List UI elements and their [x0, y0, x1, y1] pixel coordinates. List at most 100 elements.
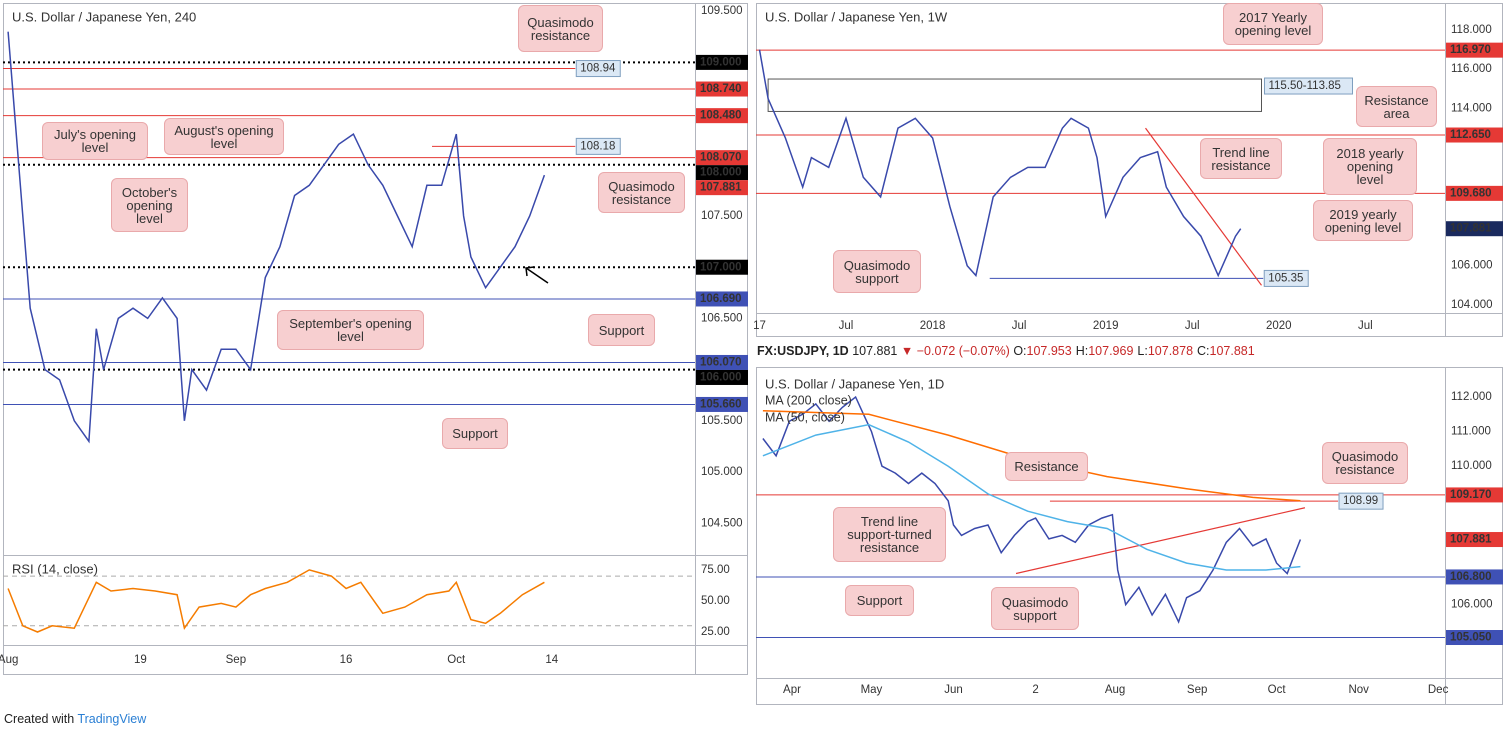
y-tick-label: 114.000 — [1451, 103, 1492, 115]
price-tag-label: 109.000 — [700, 56, 742, 68]
footer: Created with TradingView — [4, 712, 146, 726]
price-tag-label: 106.800 — [1450, 571, 1492, 583]
brand: TradingView — [77, 712, 147, 726]
zone-label-box — [1263, 77, 1353, 95]
legend-entry: MA (50, close) — [765, 410, 845, 424]
x-tick-label: 17 — [753, 320, 766, 332]
price-tag-label: 105.660 — [700, 398, 742, 410]
price-tag — [1446, 221, 1503, 237]
y-tick-label: 105.500 — [701, 415, 743, 427]
x-tick-label: 2018 — [920, 320, 946, 332]
callout: July's opening level — [42, 122, 148, 160]
pointer-arrow — [525, 266, 549, 284]
y-tick-label: 112.000 — [1451, 391, 1492, 403]
callout: Trend line resistance — [1200, 138, 1282, 179]
price-tag — [696, 150, 748, 166]
y-tick-label: 106.500 — [701, 312, 743, 324]
callout: 2017 Yearly opening level — [1223, 3, 1323, 45]
price-tag — [696, 108, 748, 124]
x-tick-label: 16 — [340, 654, 353, 666]
ohlc: O:107.953 H:107.969 L:107.878 C:107.881 — [1013, 344, 1258, 358]
level-box — [1263, 269, 1309, 287]
price-tag-label: 107.881 — [700, 182, 742, 194]
ohlc-label: C: — [1197, 344, 1210, 358]
price-tag — [1446, 569, 1503, 585]
callout: October's opening level — [111, 178, 188, 232]
x-tick-label: Dec — [1428, 684, 1449, 696]
callout: Trend line support-turned resistance — [833, 507, 946, 562]
ohlc-value: 107.878 — [1147, 344, 1194, 358]
y-tick-label: 110.000 — [1451, 460, 1492, 472]
y-tick-label: 109.500 — [701, 5, 743, 17]
ohlc-label: L: — [1137, 344, 1148, 358]
callout: Quasimodo support — [991, 587, 1079, 630]
price-tag — [696, 396, 748, 412]
price-tag-label: 106.070 — [700, 356, 742, 368]
level-box — [575, 137, 621, 155]
x-tick-label: Jul — [839, 320, 854, 332]
series-line — [7, 569, 545, 633]
ohlc-value: 107.969 — [1088, 344, 1134, 358]
last-price: 107.881 — [852, 344, 898, 358]
chart-title: U.S. Dollar / Japanese Yen, 240 — [12, 9, 196, 24]
callout: Support — [442, 418, 508, 449]
ohlc-value: 107.881 — [1209, 344, 1255, 358]
price-tag — [696, 291, 748, 307]
price-tag-label: 107.881 — [1450, 534, 1492, 546]
callout: Quasimodo resistance — [1322, 442, 1408, 484]
y-tick-label: 118.000 — [1451, 24, 1492, 36]
price-tag — [696, 165, 748, 181]
price-tag-label: 116.970 — [1450, 44, 1491, 56]
series-line — [762, 423, 1301, 571]
y-tick-label: 104.500 — [701, 517, 743, 529]
callout: Quasimodo support — [833, 250, 921, 293]
x-tick-label: 2 — [1032, 684, 1038, 696]
level-box — [575, 60, 621, 78]
x-tick-label: 2019 — [1093, 320, 1119, 332]
x-tick-label: Oct — [447, 654, 466, 666]
panel-frames — [3, 3, 1503, 705]
level-box-label: 108.94 — [580, 63, 616, 75]
ohlc-label: O: — [1013, 344, 1027, 358]
price-tag-label: 105.050 — [1450, 632, 1492, 644]
footer-text: Created with — [4, 712, 75, 726]
price-tag-label: 112.650 — [1450, 129, 1491, 141]
trend-line — [1145, 127, 1262, 286]
price-tag — [1446, 42, 1503, 58]
price-tag — [1446, 630, 1503, 646]
plot-area — [756, 49, 1445, 286]
callout: 2019 yearly opening level — [1313, 200, 1413, 241]
x-tick-label: 2020 — [1266, 320, 1292, 332]
ohlc-value: 107.953 — [1026, 344, 1072, 358]
callout: Resistance — [1005, 452, 1088, 481]
price-tag — [696, 54, 748, 70]
price-tag-label: 106.000 — [700, 371, 742, 383]
legend-entry: MA (200, close) — [765, 393, 852, 407]
price-tag-label: 108.480 — [700, 110, 742, 122]
x-tick-label: Aug — [0, 654, 18, 666]
trend-line — [1015, 507, 1306, 575]
price-tag — [696, 180, 748, 196]
price-tag — [696, 354, 748, 370]
chart-title: RSI (14, close) — [12, 561, 98, 576]
price-tag-label: 108.070 — [700, 152, 742, 164]
price-tag-label: 108.000 — [700, 167, 742, 179]
price-tag — [696, 81, 748, 97]
callout: Quasimodo resistance — [598, 172, 685, 213]
plot-area — [3, 31, 695, 444]
x-tick-label: Sep — [226, 654, 246, 666]
zone-label: 115.50-113.85 — [1268, 80, 1340, 92]
y-tick-label: 50.00 — [701, 595, 730, 607]
level-box-label: 105.35 — [1268, 272, 1303, 284]
callout: September's opening level — [277, 310, 424, 350]
ohlc-label: H: — [1075, 344, 1089, 358]
price-tag — [696, 369, 748, 385]
y-tick-label: 107.500 — [701, 210, 743, 222]
x-tick-label: Aug — [1105, 684, 1125, 696]
plot-area — [756, 395, 1445, 639]
x-tick-label: Jun — [944, 684, 963, 696]
price-tag-label: 107.881 — [1450, 223, 1492, 235]
level-box — [1338, 492, 1384, 510]
price-tag — [1446, 185, 1503, 201]
